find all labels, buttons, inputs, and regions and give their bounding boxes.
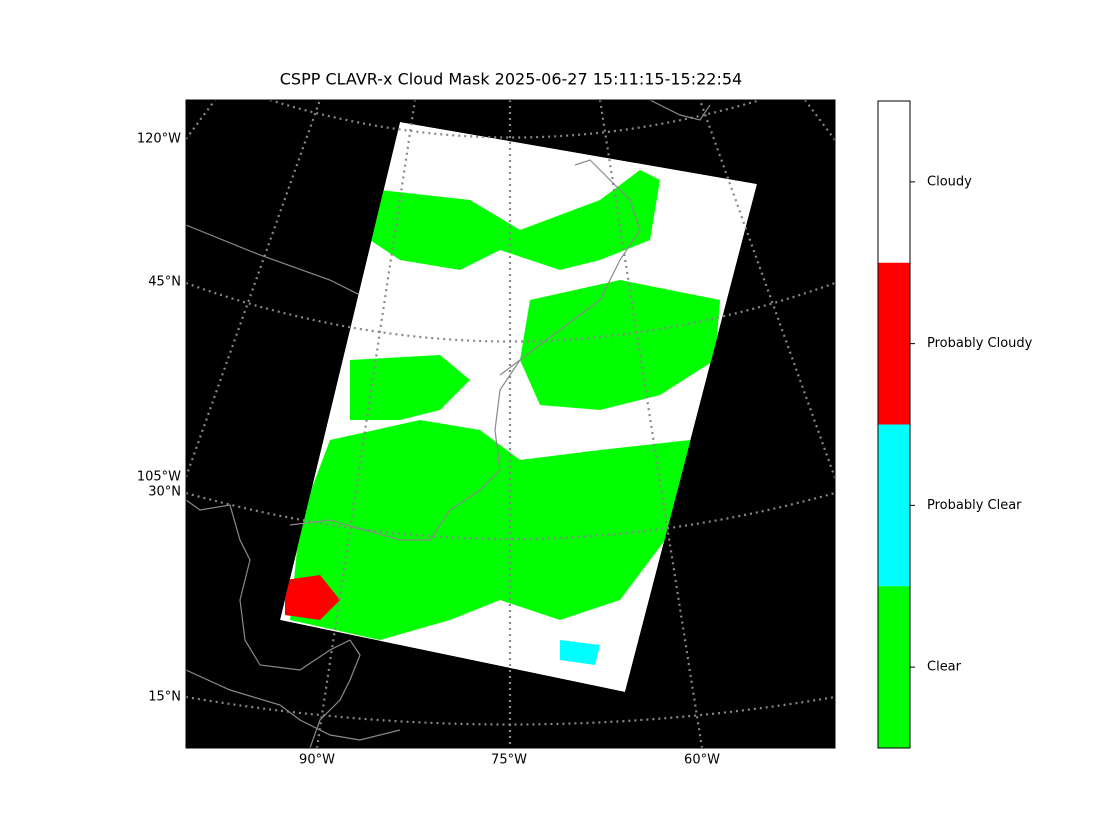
colorbar-segment: [878, 586, 910, 748]
coastline: [186, 499, 361, 748]
graticule: [186, 100, 216, 140]
colorbar-label: Clear: [927, 660, 962, 675]
map-label: 75°W: [491, 753, 527, 768]
map-label: 105°W: [137, 470, 181, 485]
colorbar-frame: [877, 100, 911, 749]
colorbar-segment: [878, 262, 910, 425]
probably-clear-area: [560, 640, 600, 665]
graticule: [269, 100, 761, 139]
map-label: 120°W: [137, 132, 181, 147]
graticule: [315, 100, 417, 748]
coastline: [649, 100, 711, 121]
chart-title: CSPP CLAVR-x Cloud Mask 2025-06-27 15:11…: [280, 70, 742, 89]
colorbar-label: Cloudy: [927, 174, 972, 189]
probably-cloudy-area: [285, 575, 340, 620]
colorbar: Cloudy Probably Cloudy Probably Clear Clear: [877, 100, 1033, 749]
colorbar-label: Probably Clear: [927, 498, 1022, 513]
clear-area: [370, 170, 660, 270]
colorbar-segment: [878, 101, 910, 263]
colorbar-segment: [878, 424, 910, 587]
graticule: [186, 100, 322, 478]
colorbar-label: Probably Cloudy: [927, 336, 1033, 351]
cloudy-area: [500, 405, 690, 450]
map-label: 15°N: [148, 690, 181, 705]
coastline: [499, 159, 641, 376]
map-label: 90°W: [299, 753, 335, 768]
clear-area: [350, 355, 470, 420]
swath: [280, 122, 757, 692]
graticule: [698, 100, 835, 479]
cloudy-area: [380, 280, 520, 360]
clear-area: [290, 420, 690, 640]
graticule: [804, 100, 835, 141]
map-label: 60°W: [684, 753, 720, 768]
map: [186, 100, 835, 748]
map-label: 45°N: [148, 275, 181, 290]
map-label: 30°N: [148, 485, 181, 500]
clear-area: [520, 280, 720, 410]
coastline: [289, 359, 521, 541]
map-frame: [185, 99, 836, 749]
graticule: [598, 100, 704, 748]
coastline: [186, 669, 401, 741]
